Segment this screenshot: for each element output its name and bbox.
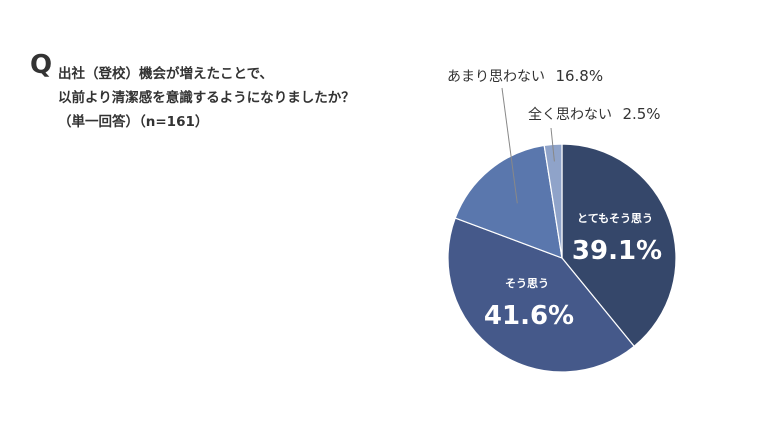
- question-text: 出社（登校）機会が増えたことで、 以前より清潔感を意識するようになりましたか？ …: [58, 62, 355, 134]
- leader-mattaku: [550, 127, 555, 162]
- slice-label-totemo: とてもそう思う: [577, 212, 653, 225]
- slice-sou: [447, 217, 635, 373]
- slice-label-mattaku: 全く思わない 2.5%: [528, 105, 661, 123]
- question-line-2: 以前より清潔感を意識するようになりましたか？: [58, 90, 355, 106]
- slice-amari: [454, 144, 563, 259]
- slice-label-amari-text: あまり思わない: [447, 69, 545, 85]
- question-marker: Q: [30, 50, 53, 80]
- pie-slices: [447, 143, 677, 373]
- slice-totemo: [561, 143, 677, 348]
- leader-lines: [501, 87, 555, 204]
- question-line-3: （単一回答）（n=161）: [58, 114, 209, 130]
- question-line-1: 出社（登校）機会が増えたことで、: [58, 66, 274, 82]
- slice-value-totemo: 39.1%: [572, 236, 662, 266]
- slice-value-mattaku: 2.5%: [622, 105, 660, 123]
- slice-value-sou: 41.6%: [484, 301, 574, 331]
- slice-label-mattaku-text: 全く思わない: [528, 106, 612, 123]
- slice-label-sou: そう思う: [505, 277, 549, 290]
- leader-amari: [501, 87, 518, 204]
- slice-label-amari: あまり思わない 16.8%: [447, 67, 603, 85]
- slice-value-amari: 16.8%: [555, 67, 603, 85]
